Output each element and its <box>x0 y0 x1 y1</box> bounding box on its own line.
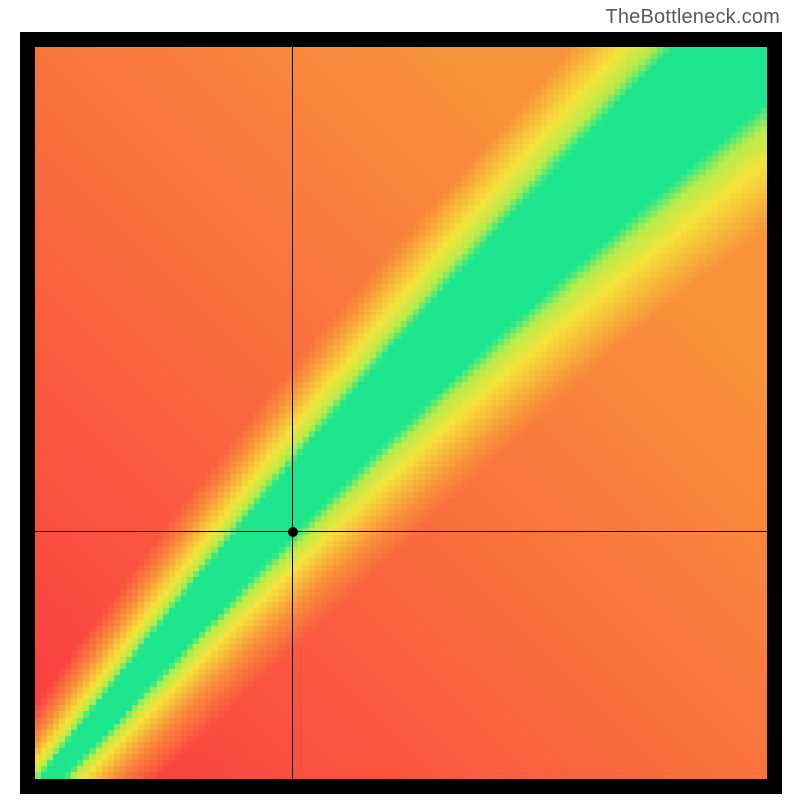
crosshair-horizontal <box>35 531 767 532</box>
chart-frame <box>20 32 782 794</box>
crosshair-point <box>288 527 298 537</box>
watermark-text: TheBottleneck.com <box>605 6 780 29</box>
crosshair-vertical <box>292 47 293 779</box>
